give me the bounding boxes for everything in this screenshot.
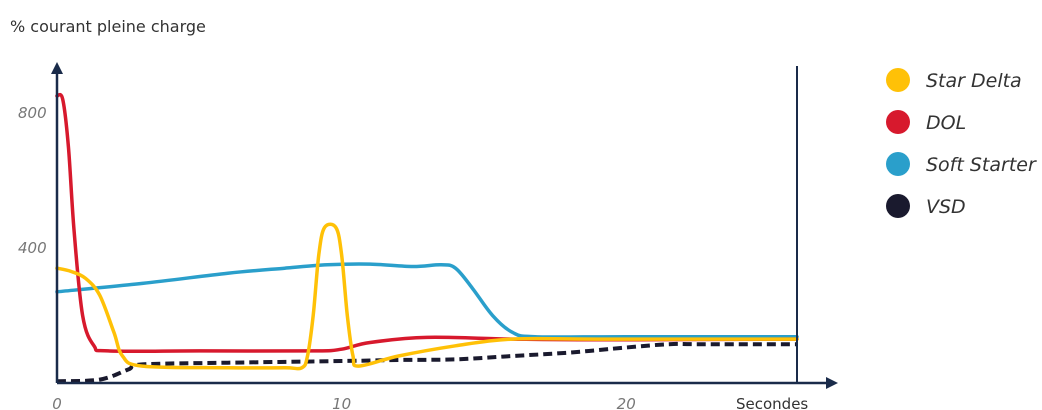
x-tick-label: 20 xyxy=(617,395,636,410)
y-tick-label: 800 xyxy=(18,104,47,122)
plot-area: 0 10 20 400 800 xyxy=(18,92,799,410)
legend-label: Soft Starter xyxy=(926,154,1037,176)
legend-swatch xyxy=(886,152,910,176)
legend: Star Delta DOL Soft Starter VSD xyxy=(886,68,1037,218)
legend-swatch xyxy=(886,194,910,218)
legend-item-vsd: VSD xyxy=(886,194,966,218)
series-line-soft-starter xyxy=(55,262,799,339)
series-line-vsd xyxy=(56,341,797,384)
y-axis xyxy=(51,62,63,383)
x-tick-label: 10 xyxy=(332,395,351,410)
legend-item-dol: DOL xyxy=(886,110,966,134)
y-axis-arrow xyxy=(51,62,63,74)
legend-item-star-delta: Star Delta xyxy=(886,68,1022,92)
y-axis-label: % courant pleine charge xyxy=(10,17,206,36)
legend-label: VSD xyxy=(926,196,966,218)
legend-label: DOL xyxy=(926,112,966,134)
y-tick-label: 400 xyxy=(18,239,47,257)
x-axis-arrow xyxy=(826,377,838,389)
x-axis: Secondes xyxy=(57,377,838,410)
x-axis-label: Secondes xyxy=(736,395,808,410)
series-line-star-delta xyxy=(55,222,799,371)
x-tick-label: 0 xyxy=(52,395,62,410)
legend-label: Star Delta xyxy=(926,70,1022,92)
legend-item-soft-starter: Soft Starter xyxy=(886,152,1037,176)
series-line-dol xyxy=(55,92,799,354)
legend-swatch xyxy=(886,68,910,92)
legend-swatch xyxy=(886,110,910,134)
